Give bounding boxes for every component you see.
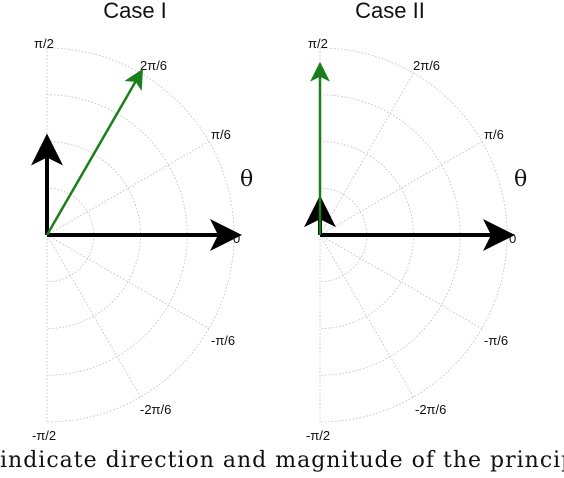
polar-grid — [319, 47, 508, 423]
theta-label: θ — [240, 167, 253, 192]
grid-spoke — [319, 234, 414, 398]
tick-label-minus-pi-6: -π/6 — [211, 333, 235, 348]
grid-ring — [319, 141, 414, 329]
tick-label-minus-pi-6: -π/6 — [484, 333, 508, 348]
grid-spoke — [46, 141, 210, 236]
tick-label-2pi-6: 2π/6 — [140, 58, 167, 73]
tick-label-minus-pi-2: -π/2 — [306, 428, 330, 443]
vector-arrow-green-diagonal — [45, 68, 144, 236]
theta-label: θ — [514, 167, 527, 192]
panel-title: Case II — [355, 0, 425, 23]
grid-spoke — [46, 234, 141, 398]
vector-group — [31, 68, 242, 251]
grid-ring — [319, 94, 461, 376]
tick-label-pi-2: π/2 — [308, 36, 328, 51]
panel-title: Case I — [103, 0, 167, 23]
panel-case-ii: Case II π/2 2π/6 π/6 0 -π/6 -2π/6 -π/2 θ — [304, 0, 527, 443]
figure-caption: indicate direction and magnitude of the … — [0, 448, 564, 473]
tick-label-pi-6: π/6 — [484, 127, 504, 142]
tick-label-pi-6: π/6 — [211, 127, 231, 142]
tick-label-0: 0 — [509, 231, 516, 246]
tick-label-pi-2: π/2 — [34, 36, 54, 51]
tick-label-2pi-6: 2π/6 — [413, 58, 440, 73]
grid-ring — [46, 94, 188, 376]
tick-label-minus-pi-2: -π/2 — [32, 428, 56, 443]
tick-label-minus-2pi-6: -2π/6 — [140, 402, 171, 417]
grid-spoke — [319, 234, 483, 329]
tick-label-0: 0 — [233, 231, 240, 246]
polar-grid — [46, 47, 235, 423]
grid-spoke — [319, 72, 414, 236]
grid-spoke — [319, 141, 483, 236]
grid-spoke — [46, 234, 210, 329]
vector-group — [304, 61, 515, 251]
tick-label-minus-2pi-6: -2π/6 — [415, 402, 446, 417]
grid-ring — [46, 141, 141, 329]
panel-case-i: Case I π/2 2π/6 π/6 0 -π/6 -2π/6 -π/2 θ — [31, 0, 253, 443]
